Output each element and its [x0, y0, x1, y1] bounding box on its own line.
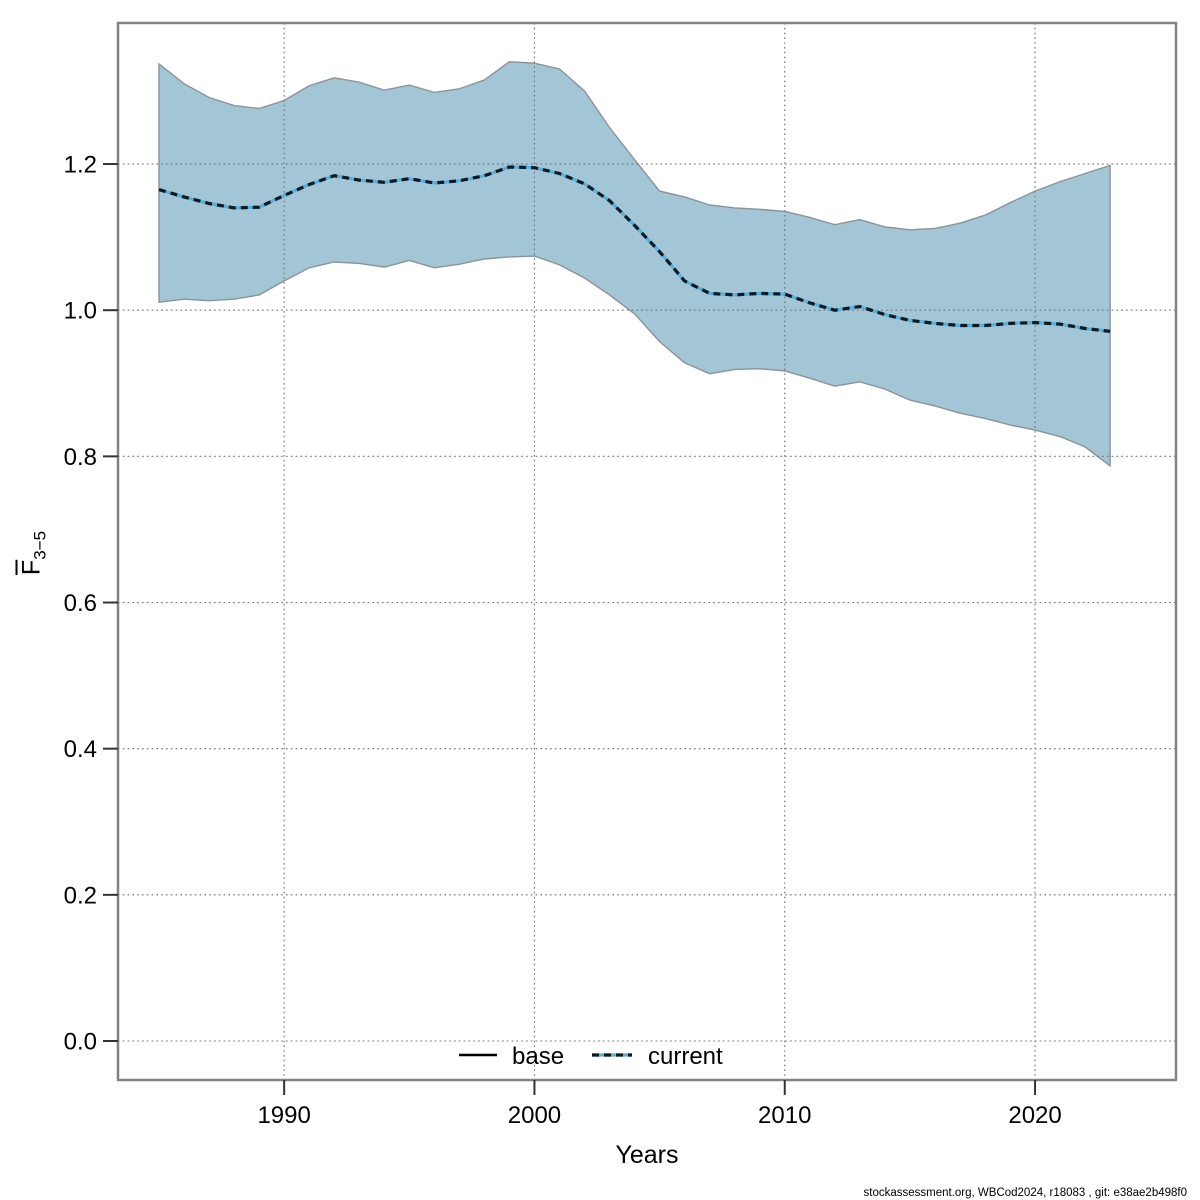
- plot-frame: [116, 21, 1178, 1082]
- legend-base-label: base: [512, 1043, 564, 1070]
- y-tick-label: 1.0: [64, 298, 97, 325]
- y-axis-title: F3−5: [18, 531, 51, 575]
- x-tick-label: 2020: [1008, 1102, 1061, 1129]
- y-axis-title-fbar: F: [17, 559, 46, 576]
- footer-credit: stockassessment.org, WBCod2024, r18083 ,…: [864, 1187, 1187, 1199]
- y-tick-label: 0.0: [64, 1029, 97, 1056]
- legend: base current: [459, 1043, 723, 1070]
- y-axis-title-subscript: 3−5: [30, 530, 50, 560]
- gridlines: [118, 23, 1176, 1080]
- legend-current-label: current: [648, 1043, 723, 1070]
- y-tick-label: 0.6: [64, 590, 97, 617]
- confidence-ribbon: [158, 60, 1111, 468]
- x-tick-label: 1990: [257, 1102, 310, 1129]
- y-tick-label: 0.8: [64, 444, 97, 471]
- y-tick-label: 0.4: [64, 736, 97, 763]
- x-tick-label: 2010: [758, 1102, 811, 1129]
- y-axis-ticks: 0.0 0.2 0.4 0.6 0.8 1.0 1.2: [64, 152, 118, 1056]
- y-tick-label: 0.2: [64, 882, 97, 909]
- current-line-dotted: [158, 165, 1111, 333]
- x-axis-ticks: 1990 2000 2010 2020: [257, 1080, 1062, 1129]
- x-tick-label: 2000: [508, 1102, 561, 1129]
- y-tick-label: 1.2: [64, 152, 97, 179]
- x-axis-title: Years: [615, 1141, 678, 1169]
